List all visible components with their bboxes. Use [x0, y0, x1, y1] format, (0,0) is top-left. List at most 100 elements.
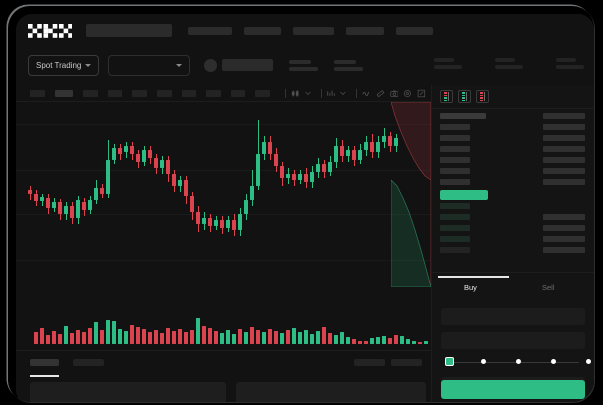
- bottom-action-1[interactable]: [354, 359, 385, 366]
- nav-search-box[interactable]: [86, 24, 172, 37]
- bottom-action-2[interactable]: [391, 359, 422, 366]
- volume-bar: [286, 330, 290, 344]
- slider-step-25[interactable]: [481, 359, 486, 364]
- nav-item-4[interactable]: [346, 26, 384, 35]
- candle-body: [160, 160, 164, 168]
- candle-body: [34, 194, 38, 201]
- volume-bar: [400, 336, 404, 344]
- bottom-tab-1[interactable]: [30, 359, 59, 366]
- orderbook-row-size: [543, 135, 585, 141]
- volume-bar: [88, 328, 92, 344]
- settings-gear-icon[interactable]: [403, 89, 412, 98]
- volume-bar: [52, 331, 56, 344]
- orderbook-spread-row: [432, 190, 594, 203]
- tab-sell[interactable]: Sell: [542, 283, 555, 292]
- volume-bar: [112, 321, 116, 344]
- indicator-icon[interactable]: [326, 89, 336, 98]
- orderbook-rows[interactable]: [432, 109, 594, 272]
- orderbook-bid-row[interactable]: [432, 247, 594, 258]
- slider-step-75[interactable]: [551, 359, 556, 364]
- timeframe-3[interactable]: [83, 89, 98, 97]
- orderbook-ask-row[interactable]: [432, 124, 594, 135]
- volume-bar: [424, 341, 428, 344]
- orderbook-row-price: [440, 247, 470, 253]
- volume-bar: [196, 318, 200, 344]
- candlestick-icon[interactable]: [291, 89, 300, 98]
- order-price-field[interactable]: [441, 308, 585, 325]
- volume-bar: [154, 330, 158, 344]
- volume-bar: [322, 327, 326, 344]
- volume-chart: [16, 310, 431, 344]
- orderbook-asks-icon[interactable]: [476, 90, 489, 103]
- candle-body: [112, 148, 116, 160]
- chart-toolbar: [16, 85, 431, 102]
- timeframe-6[interactable]: [156, 89, 172, 97]
- ticker-right-stat-2: [495, 58, 523, 69]
- order-amount-slider[interactable]: [443, 356, 591, 370]
- orderbook-ask-row[interactable]: [432, 135, 594, 146]
- timeframe-4[interactable]: [107, 89, 123, 97]
- market-type-select[interactable]: Spot Trading: [28, 54, 100, 76]
- line-chart-icon[interactable]: [362, 89, 371, 98]
- orderbook-bid-row[interactable]: [432, 225, 594, 236]
- slider-handle[interactable]: [445, 357, 454, 366]
- chevron-down-icon[interactable]: [304, 90, 311, 96]
- candle-body: [94, 188, 98, 200]
- candle-body: [310, 172, 314, 182]
- timeframe-5[interactable]: [132, 89, 147, 97]
- fullscreen-icon[interactable]: [417, 89, 426, 98]
- timeframe-7[interactable]: [181, 89, 197, 97]
- volume-bar: [40, 328, 44, 344]
- orderbook-row-price: [440, 135, 470, 141]
- ruler-icon[interactable]: [376, 89, 385, 98]
- volume-bar: [142, 329, 146, 344]
- orderbook-bid-row[interactable]: [432, 214, 594, 225]
- orderbook-ask-row[interactable]: [432, 146, 594, 157]
- candle-body: [64, 206, 68, 214]
- nav-item-3[interactable]: [293, 26, 334, 35]
- nav-item-1[interactable]: [188, 26, 232, 35]
- orderbook-ask-row[interactable]: [432, 168, 594, 179]
- nav-item-5[interactable]: [396, 26, 433, 35]
- chevron-down-icon[interactable]: [340, 90, 346, 96]
- candle-body: [382, 136, 386, 142]
- volume-bar: [76, 330, 80, 344]
- nav-item-2[interactable]: [244, 26, 281, 35]
- volume-bar: [340, 332, 344, 344]
- trading-pair-select[interactable]: [108, 54, 191, 76]
- candle-body: [364, 142, 368, 150]
- timeframe-10[interactable]: [255, 89, 270, 97]
- timeframe-1[interactable]: [30, 89, 45, 97]
- bottom-tab-2[interactable]: [73, 359, 104, 366]
- timeframe-8[interactable]: [206, 89, 221, 97]
- orderbook-ask-row[interactable]: [432, 157, 594, 168]
- volume-bar: [352, 339, 356, 344]
- depth-bid-area: [391, 179, 431, 287]
- volume-bar: [358, 341, 362, 344]
- orderbook-row-price: [440, 113, 486, 119]
- submit-buy-button[interactable]: [441, 380, 585, 399]
- timeframe-2-active[interactable]: [54, 89, 74, 97]
- toolbar-divider: [320, 88, 322, 98]
- candle-body: [178, 180, 182, 186]
- candlestick-chart[interactable]: [16, 102, 431, 307]
- orderbook-both-icon[interactable]: [440, 90, 453, 103]
- slider-step-100[interactable]: [586, 359, 591, 364]
- candle-body: [214, 220, 218, 226]
- orderbook-bids-icon[interactable]: [458, 90, 471, 103]
- okx-logo[interactable]: OKX: [28, 23, 72, 38]
- volume-bar: [250, 327, 254, 344]
- orderbook-header[interactable]: [432, 113, 594, 124]
- slider-step-50[interactable]: [516, 359, 521, 364]
- timeframe-9[interactable]: [230, 89, 246, 97]
- order-book-panel: Buy Sell: [431, 85, 594, 402]
- camera-icon[interactable]: [390, 89, 399, 98]
- candle-body: [388, 136, 392, 146]
- tab-buy[interactable]: Buy: [464, 283, 477, 292]
- order-amount-field[interactable]: [441, 332, 585, 349]
- volume-bar: [244, 332, 248, 344]
- volume-bar: [220, 333, 224, 344]
- orderbook-bid-row[interactable]: [432, 203, 594, 214]
- orderbook-ask-row[interactable]: [432, 179, 594, 190]
- orderbook-bid-row[interactable]: [432, 236, 594, 247]
